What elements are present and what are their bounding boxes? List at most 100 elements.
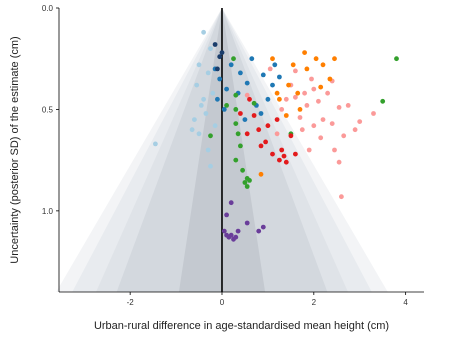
data-point	[219, 50, 225, 55]
data-point	[258, 171, 264, 177]
x-tick-label: 4	[403, 298, 408, 307]
data-point	[277, 74, 282, 80]
data-point	[309, 76, 314, 82]
data-point	[352, 127, 358, 133]
data-point	[231, 56, 236, 62]
data-point	[242, 117, 248, 122]
data-point	[297, 115, 303, 120]
data-point	[256, 228, 262, 234]
data-point	[196, 62, 202, 68]
data-point	[279, 147, 285, 153]
data-point	[277, 96, 282, 102]
data-point	[299, 127, 305, 133]
data-point	[311, 86, 317, 92]
data-point	[203, 111, 209, 116]
data-point	[153, 141, 158, 147]
data-point	[283, 159, 289, 165]
data-point	[201, 96, 207, 102]
data-point	[217, 54, 223, 60]
data-point	[302, 90, 307, 96]
data-point	[224, 86, 230, 92]
data-point	[279, 107, 285, 112]
data-point	[217, 76, 223, 82]
x-tick-label: 2	[312, 298, 317, 307]
axes: -2 0 2 4 0.0 0.5 1.0	[42, 4, 424, 307]
data-point	[274, 117, 280, 122]
data-point	[258, 111, 264, 116]
data-point	[224, 212, 230, 218]
data-point	[256, 127, 262, 133]
data-point	[318, 84, 324, 90]
scatter-points	[153, 29, 399, 242]
data-point	[263, 139, 268, 145]
data-point	[194, 82, 200, 88]
data-point	[357, 119, 363, 124]
data-point	[320, 62, 326, 68]
data-point	[293, 151, 298, 157]
data-point	[260, 224, 266, 230]
data-point	[208, 163, 213, 169]
data-point	[233, 107, 239, 112]
data-point	[233, 157, 239, 163]
data-point	[297, 107, 303, 112]
data-point	[240, 167, 246, 173]
data-point	[238, 143, 243, 149]
data-point	[196, 131, 202, 137]
y-tick-label: 1.0	[42, 207, 54, 216]
data-point	[290, 62, 296, 68]
data-point	[244, 220, 250, 226]
data-point	[251, 100, 257, 106]
data-point	[293, 94, 298, 100]
data-point	[233, 121, 239, 126]
data-point	[235, 131, 241, 137]
data-point	[371, 111, 376, 116]
data-point	[283, 96, 289, 102]
data-point	[325, 90, 330, 96]
data-point	[327, 76, 333, 82]
data-point	[215, 66, 220, 72]
data-point	[341, 133, 347, 139]
data-point	[394, 56, 399, 62]
data-point	[288, 133, 294, 139]
data-point	[380, 98, 386, 104]
data-point	[228, 62, 234, 68]
data-point	[283, 113, 289, 118]
x-tick-label: -2	[127, 298, 135, 307]
data-point	[212, 123, 218, 129]
data-point	[336, 159, 342, 165]
data-point	[215, 96, 220, 102]
data-point	[235, 228, 241, 234]
data-point	[249, 56, 255, 62]
data-point	[192, 117, 197, 122]
data-point	[286, 82, 291, 88]
data-point	[228, 232, 234, 238]
data-point	[329, 121, 335, 126]
data-point	[233, 234, 239, 240]
data-point	[260, 72, 266, 78]
data-point	[274, 90, 280, 96]
data-point	[272, 62, 278, 68]
data-point	[244, 80, 250, 86]
data-point	[238, 70, 243, 76]
data-point	[205, 70, 211, 76]
data-point	[316, 98, 321, 104]
y-tick-label: 0.0	[42, 4, 54, 13]
data-point	[311, 123, 317, 129]
data-point	[270, 56, 275, 62]
data-point	[313, 56, 319, 62]
x-axis-title: Urban-rural difference in age-standardis…	[94, 320, 389, 332]
data-point	[244, 131, 250, 137]
data-point	[189, 127, 195, 133]
data-point	[345, 103, 351, 108]
data-point	[221, 107, 227, 112]
data-point	[258, 143, 264, 149]
data-point	[265, 96, 271, 102]
data-point	[320, 117, 326, 122]
x-tick-label: 0	[220, 298, 225, 307]
data-point	[336, 105, 342, 110]
data-point	[302, 50, 307, 55]
data-point	[244, 92, 250, 98]
y-tick-label: 0.5	[42, 105, 54, 114]
data-point	[332, 56, 337, 62]
